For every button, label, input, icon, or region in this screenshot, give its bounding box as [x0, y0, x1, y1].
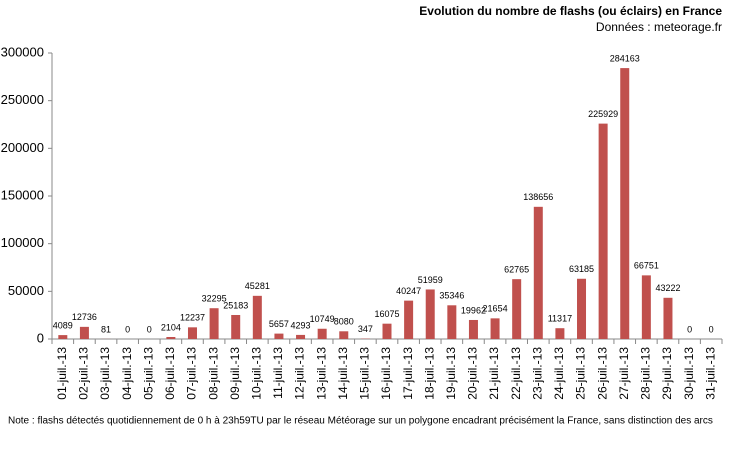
- data-label: 8080: [334, 317, 354, 327]
- x-tick-label: 23-juil.-13: [530, 347, 544, 400]
- x-tick-label: 12-juil.-13: [293, 347, 307, 400]
- y-tick-label: 100000: [1, 235, 44, 250]
- y-tick-label: 300000: [1, 44, 44, 59]
- x-tick-label: 06-juil.-13: [163, 347, 177, 400]
- data-label: 0: [147, 324, 152, 334]
- data-label: 45281: [245, 281, 270, 291]
- bar: [533, 206, 543, 339]
- data-label: 4089: [53, 320, 73, 330]
- chart-note: Note : flashs détectés quotidiennement d…: [8, 416, 713, 427]
- bar: [252, 295, 262, 339]
- x-tick-label: 29-juil.-13: [660, 347, 674, 400]
- x-tick-label: 05-juil.-13: [141, 347, 155, 400]
- data-label: 81: [101, 324, 111, 334]
- data-label: 0: [709, 324, 714, 334]
- x-tick-label: 17-juil.-13: [401, 347, 415, 400]
- x-tick-label: 27-juil.-13: [617, 347, 631, 400]
- data-label: 12736: [72, 312, 97, 322]
- data-label: 138656: [523, 192, 553, 202]
- bar: [274, 333, 284, 339]
- data-label: 43222: [655, 283, 680, 293]
- bar: [641, 275, 651, 339]
- x-tick-label: 04-juil.-13: [120, 347, 134, 400]
- bar: [209, 308, 219, 339]
- data-label: 35346: [439, 291, 464, 301]
- data-label: 225929: [588, 109, 618, 119]
- bar: [79, 326, 89, 339]
- bar: [468, 319, 478, 339]
- data-label: 0: [125, 324, 130, 334]
- x-tick-label: 22-juil.-13: [509, 347, 523, 400]
- x-tick-label: 15-juil.-13: [358, 347, 372, 400]
- data-label: 66751: [634, 261, 659, 271]
- x-tick-label: 01-juil.-13: [55, 347, 69, 400]
- data-label: 347: [358, 324, 373, 334]
- y-tick-label: 250000: [1, 92, 44, 107]
- data-label: 62765: [504, 265, 529, 275]
- bar: [404, 300, 414, 339]
- x-tick-label: 16-juil.-13: [379, 347, 393, 400]
- x-tick-label: 31-juil.-13: [703, 347, 717, 400]
- x-tick-label: 30-juil.-13: [682, 347, 696, 400]
- x-tick-label: 14-juil.-13: [336, 347, 350, 400]
- data-label: 284163: [610, 53, 640, 63]
- x-tick-label: 25-juil.-13: [574, 347, 588, 400]
- data-label: 4293: [291, 320, 311, 330]
- x-tick-label: 20-juil.-13: [466, 347, 480, 400]
- x-tick-label: 07-juil.-13: [185, 347, 199, 400]
- bar: [187, 327, 197, 339]
- chart-subtitle: Données : meteorage.fr: [596, 20, 722, 34]
- bar: [577, 278, 587, 339]
- data-label: 21654: [483, 304, 508, 314]
- data-label: 10749: [310, 314, 335, 324]
- bar: [231, 314, 241, 339]
- bar: [166, 336, 176, 339]
- y-tick-label: 200000: [1, 140, 44, 155]
- x-tick-label: 26-juil.-13: [595, 347, 609, 400]
- x-tick-label: 03-juil.-13: [98, 347, 112, 400]
- x-tick-label: 18-juil.-13: [422, 347, 436, 400]
- data-label: 0: [687, 324, 692, 334]
- data-label: 51959: [418, 275, 443, 285]
- x-tick-label: 09-juil.-13: [228, 347, 242, 400]
- bar: [296, 334, 306, 339]
- chart-title: Evolution du nombre de flashs (ou éclair…: [419, 4, 722, 18]
- bar: [512, 279, 522, 339]
- x-tick-label: 08-juil.-13: [206, 347, 220, 400]
- bar: [382, 323, 392, 339]
- x-tick-label: 11-juil.-13: [271, 347, 285, 399]
- x-tick-label: 10-juil.-13: [249, 347, 263, 400]
- bar: [598, 123, 608, 340]
- y-tick-label: 0: [37, 330, 44, 345]
- bar: [663, 297, 673, 339]
- x-tick-label: 21-juil.-13: [487, 347, 501, 400]
- data-label: 5657: [269, 319, 289, 329]
- data-label: 40247: [396, 286, 421, 296]
- bar: [58, 335, 68, 339]
- data-label: 2104: [161, 322, 181, 332]
- y-tick-label: 150000: [1, 187, 44, 202]
- x-tick-label: 24-juil.-13: [552, 347, 566, 400]
- data-label: 16075: [374, 309, 399, 319]
- x-tick-label: 13-juil.-13: [314, 347, 328, 400]
- bar: [620, 68, 630, 340]
- bar: [425, 289, 435, 339]
- bar: [339, 331, 349, 339]
- x-tick-label: 19-juil.-13: [444, 347, 458, 400]
- bar: [447, 305, 457, 339]
- data-label: 63185: [569, 264, 594, 274]
- data-label: 32295: [202, 294, 227, 304]
- data-label: 12237: [180, 313, 205, 323]
- bar: [490, 318, 500, 339]
- data-label: 25183: [223, 300, 248, 310]
- x-tick-label: 02-juil.-13: [77, 347, 91, 400]
- x-tick-label: 28-juil.-13: [639, 347, 653, 400]
- bar: [555, 328, 565, 339]
- bar: [317, 328, 327, 339]
- y-tick-label: 50000: [8, 283, 44, 298]
- data-label: 19962: [461, 305, 486, 315]
- data-label: 11317: [548, 314, 572, 324]
